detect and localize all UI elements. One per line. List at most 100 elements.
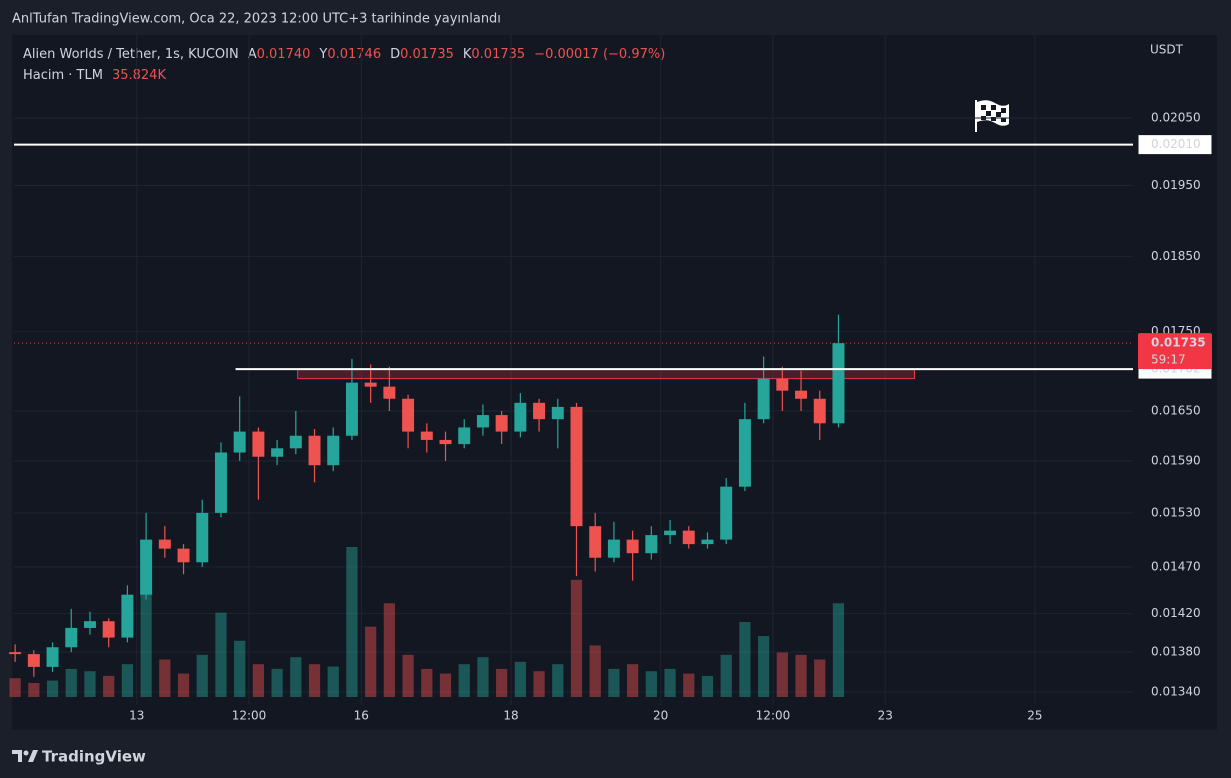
candle-body — [682, 530, 695, 545]
x-tick-label: 12:00 — [232, 709, 267, 723]
volume-bar — [608, 668, 620, 697]
volume-bar — [496, 668, 508, 697]
y-tick-label: 0.01850 — [1151, 249, 1201, 263]
volume-bar — [627, 664, 639, 697]
x-tick-label: 12:00 — [756, 709, 791, 723]
volume-bar — [514, 661, 526, 697]
candle-body — [476, 415, 489, 428]
volume-bar — [458, 664, 470, 697]
candle-body — [664, 530, 677, 536]
volume-bar — [252, 664, 264, 697]
candle-body — [420, 431, 433, 440]
candle-body — [720, 486, 733, 540]
candle-body — [158, 539, 171, 549]
volume-bar — [159, 659, 171, 697]
volume-bar — [46, 680, 59, 697]
candle-body — [589, 526, 602, 558]
candle-body — [196, 512, 209, 563]
candle-body — [308, 435, 321, 466]
y-tick-label: 0.01470 — [1151, 559, 1201, 573]
volume-bar — [196, 654, 208, 697]
publisher: AnlTufan TradingView.com, Oca 22, 2023 1… — [12, 12, 501, 27]
volume-value: 35.824K — [112, 68, 166, 83]
volume-bar — [290, 657, 302, 697]
volume-label: Hacim · TLM — [23, 68, 103, 83]
brand: TradingView — [42, 748, 146, 766]
price-tag-label: 0.02010 — [1151, 137, 1201, 151]
volume-bar — [795, 654, 807, 697]
ohlc-key: D — [390, 47, 400, 62]
volume-bar — [814, 659, 826, 697]
x-tick-label: 20 — [653, 709, 668, 723]
volume-bar — [832, 603, 845, 697]
volume-bar — [28, 682, 40, 697]
y-tick-label: 0.01590 — [1151, 453, 1201, 467]
last-price-tag — [1138, 333, 1212, 370]
candle-body — [495, 415, 508, 432]
symbol: Alien Worlds / Tether, 1s, KUCOIN — [23, 47, 239, 62]
volume-bar — [308, 664, 321, 697]
volume-bar — [776, 652, 788, 697]
volume-bar — [365, 626, 377, 697]
last-price-label: 0.01735 — [1151, 336, 1206, 350]
candle-body — [46, 647, 59, 667]
volume-bar — [439, 673, 452, 697]
candle-body — [626, 539, 639, 554]
y-tick-label: 0.02050 — [1151, 111, 1201, 125]
candle-body — [140, 539, 153, 595]
candle-body — [102, 621, 115, 638]
volume-bar — [9, 678, 21, 697]
brand-logo — [12, 750, 38, 762]
candle-body — [383, 386, 396, 399]
candle-body — [233, 431, 246, 453]
volume-bar — [177, 673, 190, 697]
candle-body — [607, 539, 620, 558]
volume-bar — [215, 612, 227, 697]
candle-body — [121, 594, 134, 638]
volume-bar — [65, 668, 77, 697]
candle-body — [289, 435, 302, 449]
x-tick-label: 16 — [354, 709, 369, 723]
candle-body — [214, 452, 227, 513]
volume-bar — [758, 636, 770, 697]
candle-body — [177, 548, 190, 563]
change: −0.00017 (−0.97%) — [534, 47, 665, 62]
candle-body — [795, 390, 808, 399]
candle-body — [345, 382, 358, 436]
countdown: 59:17 — [1151, 353, 1186, 367]
candle-body — [27, 654, 40, 667]
volume-bar — [477, 657, 489, 697]
candle-body — [252, 431, 265, 457]
y-tick-label: 0.01340 — [1151, 684, 1201, 698]
candle-body — [738, 419, 751, 487]
legend: Alien Worlds / Tether, 1s, KUCOIN A0.0174… — [23, 47, 665, 83]
candle-body — [402, 398, 415, 432]
candle-body — [832, 343, 845, 424]
y-tick-label: 0.01950 — [1151, 178, 1201, 192]
candle-body — [645, 535, 658, 554]
volume-bar — [271, 668, 283, 697]
volume-bar — [103, 675, 115, 697]
volume-bar — [645, 671, 657, 697]
volume-bar — [140, 575, 152, 697]
x-tick-label: 13 — [129, 709, 144, 723]
ohlc-value: 0.01740 — [257, 47, 311, 62]
ohlc-value: 0.01735 — [400, 47, 454, 62]
volume-bar — [84, 671, 96, 697]
ohlc-key: Y — [318, 47, 327, 62]
volume-bar — [402, 654, 414, 697]
ohlc-value: 0.01746 — [327, 47, 381, 62]
candle-body — [271, 448, 284, 457]
volume-bar — [327, 666, 339, 697]
candle-body — [701, 539, 714, 545]
volume-bar — [121, 664, 134, 697]
symbol-line: Alien Worlds / Tether, 1s, KUCOIN A0.0174… — [23, 47, 665, 62]
candle-body — [364, 382, 377, 387]
candle-body — [83, 621, 96, 628]
currency: USDT — [1150, 43, 1184, 57]
x-tick-label: 18 — [503, 709, 518, 723]
volume-bar — [533, 671, 545, 697]
candle-body — [65, 627, 78, 648]
volume-line: Hacim · TLM 35.824K — [23, 68, 166, 83]
